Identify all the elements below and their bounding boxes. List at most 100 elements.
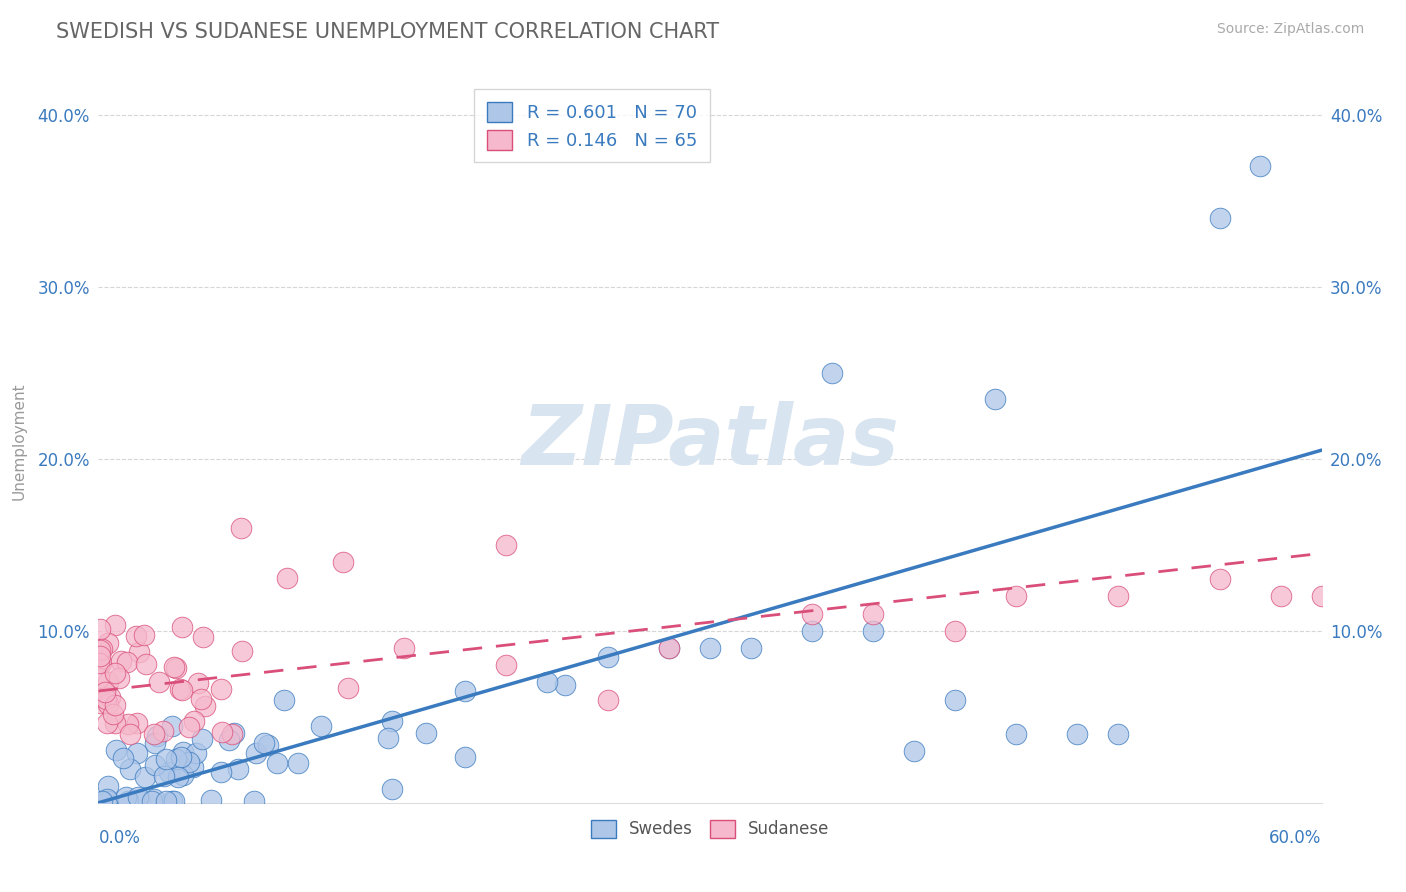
- Point: [337, 681, 360, 695]
- Point: [415, 726, 437, 740]
- Point: [658, 640, 681, 655]
- Point: [276, 571, 298, 585]
- Point: [143, 758, 166, 772]
- Point: [125, 746, 148, 760]
- Point: [200, 793, 222, 807]
- Point: [97, 636, 120, 650]
- Point: [454, 684, 477, 698]
- Point: [984, 392, 1007, 406]
- Point: [89, 642, 111, 657]
- Point: [1249, 159, 1271, 173]
- Point: [381, 714, 404, 728]
- Point: [94, 684, 117, 698]
- Point: [117, 717, 139, 731]
- Point: [1066, 727, 1088, 741]
- Point: [194, 699, 217, 714]
- Point: [1107, 727, 1129, 741]
- Point: [87, 657, 110, 671]
- Point: [162, 794, 184, 808]
- Point: [190, 692, 212, 706]
- Point: [141, 794, 163, 808]
- Legend: Swedes, Sudanese: Swedes, Sudanese: [583, 813, 837, 845]
- Point: [699, 640, 721, 655]
- Point: [170, 750, 193, 764]
- Point: [172, 768, 194, 782]
- Point: [172, 745, 194, 759]
- Point: [191, 732, 214, 747]
- Point: [94, 691, 117, 706]
- Point: [97, 697, 120, 711]
- Point: [108, 671, 131, 685]
- Point: [222, 726, 245, 740]
- Point: [658, 640, 681, 655]
- Point: [98, 690, 121, 704]
- Point: [598, 692, 620, 706]
- Point: [134, 770, 156, 784]
- Point: [184, 747, 207, 761]
- Text: 60.0%: 60.0%: [1270, 829, 1322, 847]
- Point: [332, 555, 354, 569]
- Point: [801, 607, 824, 621]
- Point: [243, 794, 266, 808]
- Point: [193, 630, 215, 644]
- Point: [166, 770, 188, 784]
- Point: [87, 671, 110, 685]
- Point: [97, 779, 120, 793]
- Point: [155, 752, 177, 766]
- Point: [143, 792, 166, 806]
- Point: [111, 751, 134, 765]
- Point: [801, 624, 824, 638]
- Point: [177, 755, 200, 769]
- Point: [209, 681, 232, 696]
- Point: [115, 655, 138, 669]
- Point: [862, 607, 884, 621]
- Point: [266, 756, 288, 770]
- Point: [145, 736, 167, 750]
- Point: [97, 794, 120, 808]
- Point: [253, 735, 276, 749]
- Point: [104, 716, 127, 731]
- Point: [1310, 590, 1333, 604]
- Point: [211, 765, 233, 780]
- Point: [454, 750, 477, 764]
- Point: [120, 762, 142, 776]
- Point: [287, 756, 309, 771]
- Point: [110, 654, 132, 668]
- Point: [231, 520, 253, 534]
- Point: [211, 725, 233, 739]
- Point: [89, 622, 111, 636]
- Point: [245, 746, 267, 760]
- Point: [127, 716, 149, 731]
- Point: [117, 794, 139, 808]
- Text: Source: ZipAtlas.com: Source: ZipAtlas.com: [1216, 22, 1364, 37]
- Point: [104, 743, 127, 757]
- Y-axis label: Unemployment: Unemployment: [11, 383, 27, 500]
- Point: [125, 629, 148, 643]
- Point: [89, 649, 111, 664]
- Point: [598, 649, 620, 664]
- Point: [90, 641, 112, 656]
- Text: ZIPatlas: ZIPatlas: [522, 401, 898, 482]
- Point: [104, 665, 127, 680]
- Point: [172, 683, 194, 698]
- Point: [740, 640, 762, 655]
- Point: [1209, 572, 1232, 586]
- Point: [172, 620, 194, 634]
- Point: [155, 794, 177, 808]
- Point: [181, 759, 204, 773]
- Point: [1270, 590, 1292, 604]
- Point: [96, 791, 118, 805]
- Point: [104, 618, 127, 632]
- Point: [495, 658, 517, 673]
- Point: [231, 643, 253, 657]
- Point: [152, 769, 174, 783]
- Point: [89, 697, 111, 711]
- Point: [128, 645, 150, 659]
- Point: [177, 720, 200, 734]
- Point: [157, 765, 180, 780]
- Text: 0.0%: 0.0%: [98, 829, 141, 847]
- Point: [183, 714, 205, 729]
- Point: [90, 794, 112, 808]
- Point: [143, 727, 166, 741]
- Point: [132, 628, 155, 642]
